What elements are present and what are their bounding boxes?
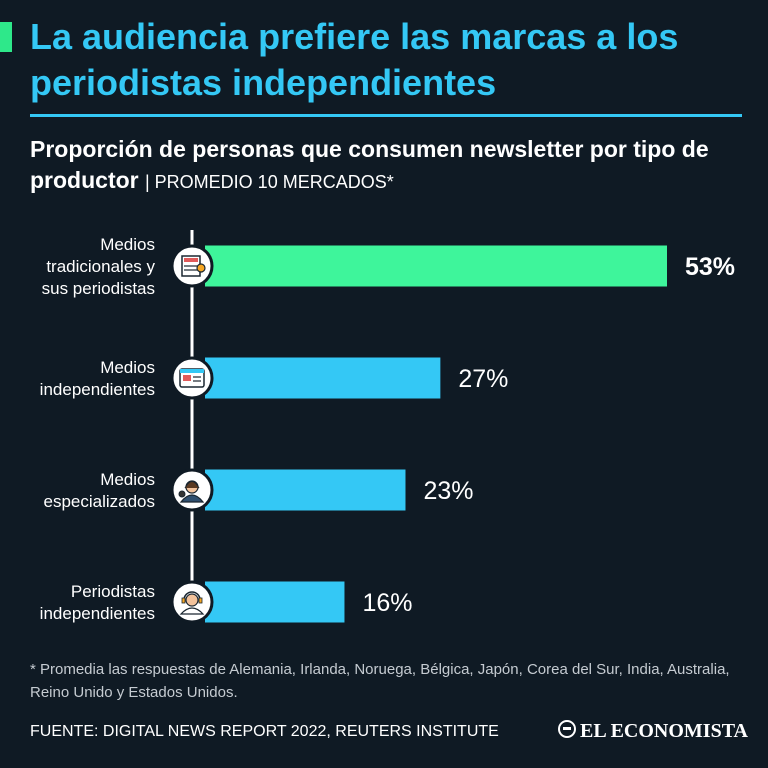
category-label-2: Medios independientes <box>40 358 155 399</box>
chart-subtitle: Proporción de personas que consumen news… <box>30 134 742 198</box>
category-label-line: Periodistas <box>71 582 155 601</box>
bar-2 <box>205 357 441 399</box>
category-label-line: sus periodistas <box>42 279 155 298</box>
bar-chart: 53% Medios tradicionales y sus periodistas 2… <box>40 230 735 624</box>
el-economista-logo-icon <box>558 720 576 738</box>
footnote: * Promedia las respuestas de Alemania, I… <box>30 661 730 701</box>
chart-title: Proporción de personas que consumen news… <box>30 136 709 193</box>
value-label-3: 23% <box>423 477 473 505</box>
category-label-line: independientes <box>40 604 155 623</box>
value-label-2: 27% <box>458 365 508 393</box>
category-label-line: Medios <box>100 235 155 254</box>
category-label-3: Medios especializados <box>43 470 155 511</box>
chart-subtitle-note: | PROMEDIO 10 MERCADOS* <box>145 172 394 192</box>
source-credit: FUENTE: DIGITAL NEWS REPORT 2022, REUTER… <box>30 723 499 740</box>
title-divider <box>30 114 742 117</box>
page-title: La audiencia prefiere las marcas a los p… <box>30 16 679 103</box>
reporter-icon <box>170 468 214 512</box>
value-label-1: 53% <box>685 253 735 281</box>
brand-name: EL ECONOMISTA <box>580 720 748 742</box>
category-label-line: tradicionales y <box>46 257 155 276</box>
value-label-4: 16% <box>362 589 412 617</box>
bar-3 <box>205 469 406 511</box>
journalist-headset-icon <box>170 580 214 624</box>
category-label-line: Medios <box>100 470 155 489</box>
category-label-1: Medios tradicionales y sus periodistas <box>42 235 156 298</box>
bar-1 <box>205 245 667 287</box>
category-label-4: Periodistas independientes <box>40 582 155 623</box>
category-label-line: especializados <box>43 492 155 511</box>
newspaper-icon <box>170 244 214 288</box>
news-website-icon <box>170 356 214 400</box>
category-label-line: independientes <box>40 380 155 399</box>
brand-logo: EL ECONOMISTA <box>558 720 748 743</box>
category-label-line: Medios <box>100 358 155 377</box>
bar-4 <box>205 581 345 623</box>
title-accent-bar <box>0 22 12 52</box>
